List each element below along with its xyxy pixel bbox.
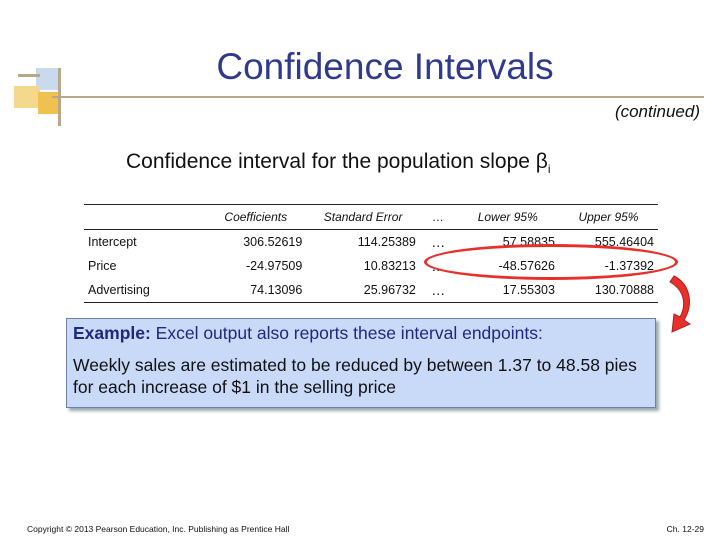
table-cell: … (431, 282, 446, 298)
page-number: Ch. 12-29 (666, 524, 704, 534)
table-header-cell: … (432, 210, 445, 224)
example-intro: Example: Excel output also reports these… (73, 323, 649, 344)
curved-arrow-icon (669, 275, 692, 333)
example-text: Excel output also reports these interval… (150, 323, 543, 343)
table-cell: Intercept (88, 235, 137, 249)
copyright-footer: Copyright © 2013 Pearson Education, Inc.… (27, 524, 290, 534)
page-title: Confidence Intervals (216, 46, 554, 87)
table-header-cell: Standard Error (323, 210, 403, 224)
section-heading: Confidence interval for the population s… (126, 150, 551, 176)
table-row: Advertising 74.13096 25.96732 … 17.55303… (84, 278, 658, 303)
table-cell: … (431, 234, 446, 250)
example-label: Example: (73, 323, 151, 343)
table-cell: 306.52619 (243, 235, 303, 249)
table-cell: -24.97509 (246, 259, 303, 273)
table-header-cell (84, 205, 205, 230)
table-header-cell: Coefficients (224, 210, 288, 224)
example-callout-box: Example: Excel output also reports these… (66, 318, 656, 408)
table-header-row: Coefficients Standard Error … Lower 95% … (84, 204, 658, 230)
section-heading-subscript: i (547, 162, 551, 177)
section-heading-text: Confidence interval for the population s… (126, 150, 548, 173)
table-cell: 25.96732 (363, 283, 416, 297)
table-cell: 17.55303 (502, 283, 555, 297)
table-cell: Price (88, 259, 117, 273)
table-cell: 10.83213 (363, 259, 416, 273)
table-cell: Advertising (88, 283, 150, 297)
table-header-cell: Lower 95% (477, 210, 538, 224)
table-header-cell: Upper 95% (578, 210, 639, 224)
table-cell: 114.25389 (357, 235, 416, 249)
table-cell: 74.13096 (250, 283, 303, 297)
title-divider (52, 96, 704, 98)
table-cell: 130.70888 (594, 283, 654, 297)
page-subtitle: (continued) (614, 102, 700, 121)
price-interval-highlight-ellipse (424, 244, 678, 280)
example-body: Weekly sales are estimated to be reduced… (73, 355, 637, 397)
